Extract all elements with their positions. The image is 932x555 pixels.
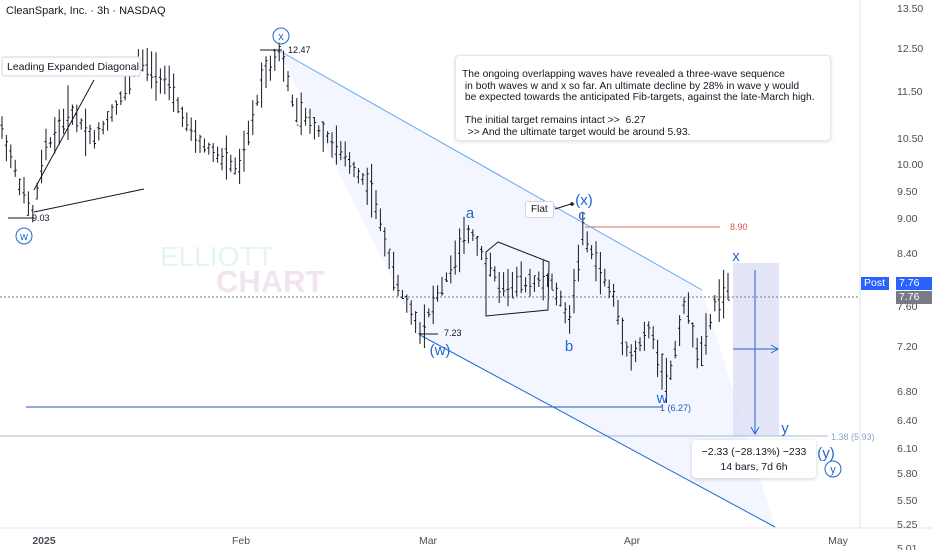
channel-lower [419, 334, 776, 528]
wave-x-circle-label: x [278, 31, 284, 43]
wave-w: w [656, 390, 668, 407]
x-tick-label: Mar [419, 535, 438, 547]
x-tick-label: Feb [232, 535, 250, 547]
wave-x-circle [272, 27, 290, 45]
x-tick-label: 2025 [32, 535, 56, 547]
analysis-note: The ongoing overlapping waves have revea… [455, 55, 831, 141]
diagonal-upper [33, 79, 95, 191]
x-tick-label: Apr [624, 535, 641, 547]
wave-a: a [466, 205, 475, 222]
y-tick-label: 9.50 [897, 186, 918, 198]
price-low-w: 9.03 [32, 213, 50, 223]
y-tick-label: 12.50 [897, 43, 923, 55]
wave-b: b [565, 338, 573, 355]
y-tick-label: 5.01 [897, 543, 918, 550]
channel-upper [277, 49, 703, 291]
y-tick-label: 7.20 [897, 341, 918, 353]
y-tick-label: 10.00 [897, 159, 923, 171]
triangle-pattern [485, 241, 550, 317]
wave-c: c [578, 207, 586, 224]
y-tick-label: 5.25 [897, 519, 918, 531]
target-138-label: 1.38 (5.93) [831, 432, 875, 442]
wave-y-circle [824, 460, 842, 478]
y-tick-label: 11.50 [897, 86, 923, 98]
projection-horizontal-arrowhead [770, 344, 780, 354]
note-line: The ongoing overlapping waves have revea… [462, 69, 785, 80]
channel-fill [278, 50, 775, 527]
measure-span: 14 bars, 7d 6h [720, 461, 788, 473]
diagonal-label-box [1, 56, 141, 77]
note-line: The initial target remains intact >> 6.2… [462, 115, 646, 127]
measure-box: −2.33 (−28.13%) −233 14 bars, 7d 6h [692, 440, 816, 478]
watermark-elliott: ELLIOTT [160, 241, 274, 272]
y-tick-label: 5.80 [897, 468, 918, 480]
note-line: be expected towards the anticipated Fib-… [462, 92, 815, 104]
projection-vertical-arrowhead [750, 426, 760, 436]
flat-pointer [554, 203, 572, 210]
post-value-tag: 7.76 [896, 277, 932, 290]
y-axis-ticks: 13.50 12.50 11.50 10.50 10.00 9.50 9.00 8.40 7.6… [897, 3, 923, 555]
y-tick-label: 9.00 [897, 213, 918, 225]
y-tick-label: 6.40 [897, 415, 918, 427]
diagonal-lower [33, 188, 145, 213]
flat-pointer-dot [570, 202, 574, 206]
wave-big-w: (w) [430, 342, 451, 359]
wave-big-y: (y) [817, 445, 835, 462]
post-label-tag: Post [861, 277, 889, 290]
target-1-label: 1 (6.27) [660, 403, 691, 413]
wave-x: x [732, 248, 740, 265]
wave-w-circle [15, 227, 33, 245]
last-value-tag: 7.76 [896, 291, 932, 304]
watermark-chart: CHART [216, 264, 325, 299]
note-line: >> And the ultimate target would be arou… [462, 126, 691, 138]
wave-w-circle-label: w [19, 231, 28, 243]
y-tick-label: 5.50 [897, 495, 918, 507]
y-tick-label: 8.40 [897, 248, 918, 260]
note-line [462, 104, 830, 116]
note-line: in both waves w and x so far. An ultimat… [462, 80, 800, 92]
y-tick-label: 10.50 [897, 133, 923, 145]
diagonal-label: Leading Expanded Diagonal [7, 61, 139, 73]
measure-change: −2.33 (−28.13%) −233 [701, 446, 807, 458]
price-high-x: 12.47 [288, 45, 311, 55]
ohlc-bars [0, 42, 730, 403]
flat-label: Flat [525, 201, 554, 218]
x-tick-label: May [828, 535, 849, 547]
wave-y-circle-label: y [830, 464, 836, 476]
price-low-bigw: 7.23 [444, 328, 462, 338]
wave-y: y [781, 420, 789, 437]
y-tick-label: 6.80 [897, 386, 918, 398]
x-axis-ticks: 2025 Feb Mar Apr May [32, 535, 848, 547]
y-tick-label: 6.10 [897, 443, 918, 455]
price-flat-c: 8.90 [730, 222, 748, 232]
y-tick-label: 7.60 [897, 301, 918, 313]
y-tick-label: 13.50 [897, 3, 923, 15]
wave-big-x: (x) [575, 192, 593, 209]
chart-title: CleanSpark, Inc. · 3h · NASDAQ [6, 5, 166, 17]
